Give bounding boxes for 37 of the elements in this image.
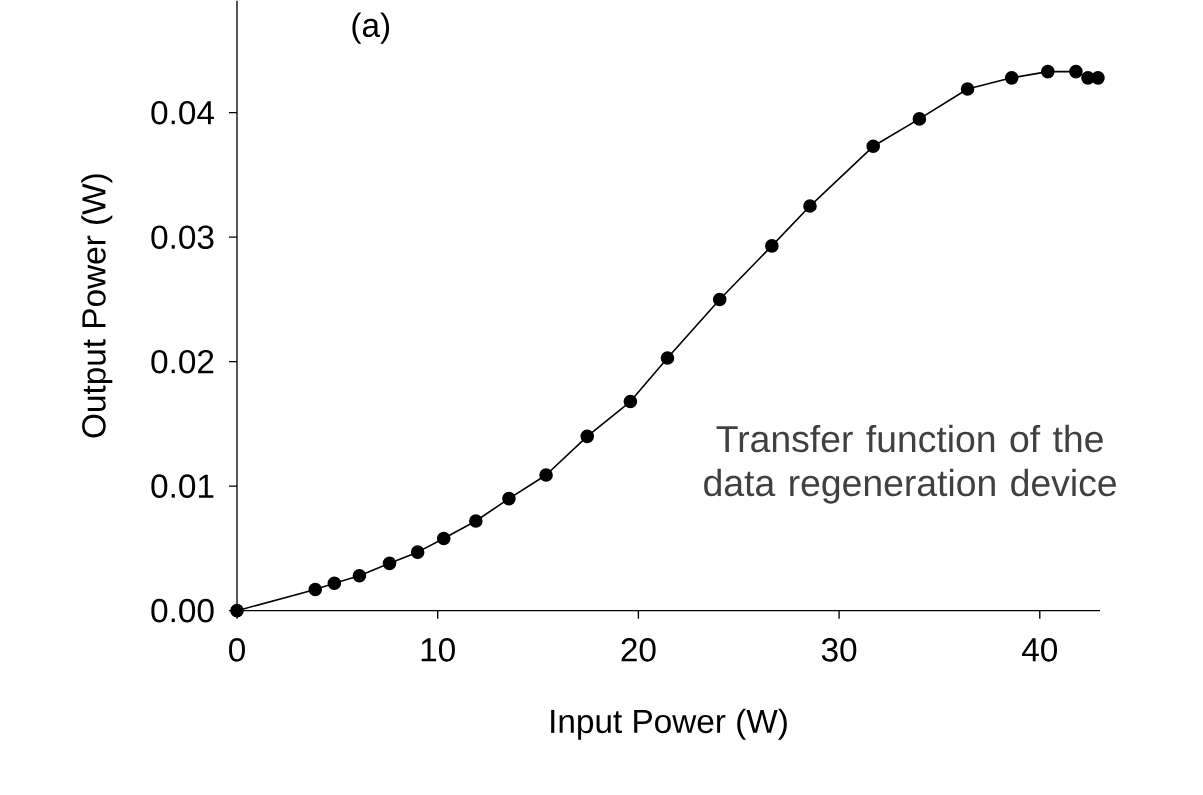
point bbox=[765, 239, 779, 253]
point bbox=[803, 199, 817, 214]
y-axis-title: Output Power (W) bbox=[81, 174, 113, 438]
point bbox=[580, 429, 595, 444]
point bbox=[469, 514, 483, 528]
point bbox=[410, 545, 425, 560]
point bbox=[960, 82, 975, 97]
point bbox=[712, 292, 727, 307]
x-axis-title: Input Power (W) bbox=[551, 708, 787, 740]
x-tick-label: 20 bbox=[621, 638, 656, 662]
point bbox=[230, 604, 244, 618]
point bbox=[660, 351, 675, 365]
point bbox=[623, 394, 638, 409]
y-tick-label: 0.00 bbox=[151, 599, 214, 623]
point bbox=[912, 112, 927, 126]
point bbox=[308, 582, 323, 597]
point bbox=[352, 569, 367, 583]
y-tick-label: 0.04 bbox=[151, 101, 214, 125]
point bbox=[866, 139, 881, 154]
annotation: (a) bbox=[352, 12, 390, 44]
y-tick-label: 0.02 bbox=[151, 350, 214, 374]
x-tick-label: 10 bbox=[421, 638, 455, 662]
point bbox=[1091, 71, 1105, 85]
point bbox=[382, 556, 397, 571]
point bbox=[1004, 71, 1019, 85]
x-tick-label: 0 bbox=[229, 638, 245, 662]
point bbox=[1041, 64, 1055, 79]
point bbox=[539, 468, 553, 482]
point bbox=[1069, 64, 1083, 79]
y-tick-label: 0.01 bbox=[151, 474, 214, 499]
y-tick-label: 0.03 bbox=[151, 225, 214, 250]
point bbox=[327, 576, 342, 591]
point bbox=[502, 491, 516, 506]
annotation: Transfer function of the data regeneration device bbox=[704, 425, 1116, 504]
point bbox=[436, 531, 451, 546]
x-tick-label: 30 bbox=[821, 638, 857, 662]
x-tick-label: 40 bbox=[1022, 638, 1058, 662]
